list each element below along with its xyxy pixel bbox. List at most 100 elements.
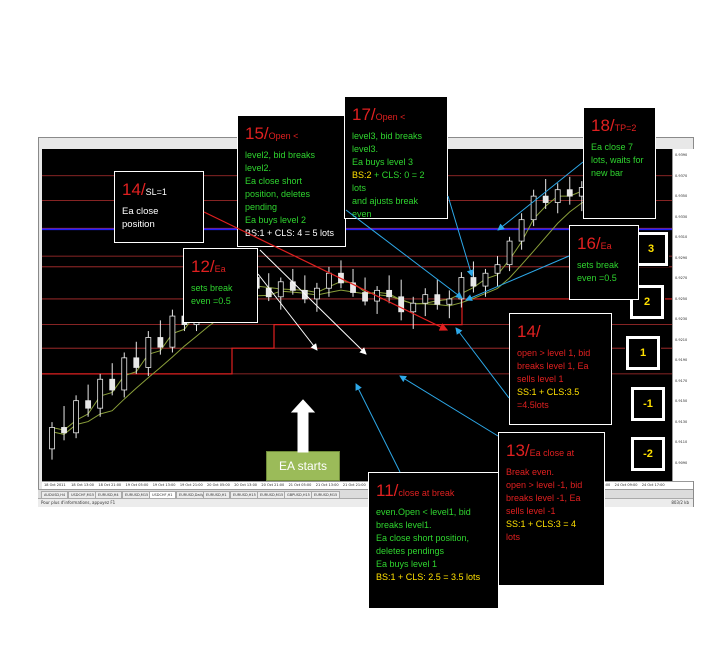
- candle-body: [519, 220, 524, 241]
- candle-body: [447, 299, 452, 304]
- note-line: Ea buys level 1: [376, 558, 491, 571]
- level-box-3: 3: [634, 232, 668, 266]
- price-tick: 0.9330: [675, 215, 687, 219]
- candle-body: [50, 427, 55, 448]
- price-tick: 0.9370: [675, 174, 687, 178]
- time-tick: 24 Oct 09:00: [615, 483, 638, 487]
- status-text: Pour plus d'informations, appuyez F1: [41, 500, 115, 505]
- candle-body: [62, 427, 67, 432]
- candle-body: [278, 282, 283, 297]
- price-tick: 0.9130: [675, 420, 687, 424]
- candle-body: [483, 273, 488, 286]
- time-tick: 18 Oct 21:00: [98, 483, 121, 487]
- note-heading: SL=1: [146, 187, 167, 197]
- note-line: even =0.5: [577, 272, 631, 285]
- price-tick: 0.9250: [675, 297, 687, 301]
- price-tick: 0.9390: [675, 153, 687, 157]
- note-line: Break even.: [506, 466, 597, 479]
- note-12: 12/Ea sets break even =0.5: [183, 248, 258, 323]
- note-line: Ea buys level 2: [245, 214, 338, 227]
- note-number: 17/: [352, 105, 376, 124]
- candle-body: [435, 295, 440, 305]
- note-line: level2, bid breaks level2.: [245, 149, 338, 175]
- price-tick: 0.9270: [675, 276, 687, 280]
- candle-body: [74, 401, 79, 433]
- candle-body: [326, 273, 331, 288]
- note-number: 13/: [506, 441, 530, 460]
- price-tick: 0.9190: [675, 358, 687, 362]
- price-tick: 0.9350: [675, 194, 687, 198]
- candle-body: [543, 196, 548, 202]
- note-line: and ajusts break even: [352, 195, 440, 221]
- note-line: Ea close short position, deletes pending…: [376, 532, 491, 558]
- note-13: 13/Ea close at Break even. open > level …: [498, 432, 605, 586]
- price-tick: 0.9090: [675, 461, 687, 465]
- price-tick: 0.9230: [675, 317, 687, 321]
- price-tick: 0.9110: [675, 440, 687, 444]
- candle-body: [146, 337, 151, 367]
- candle-body: [122, 358, 127, 390]
- candle-body: [459, 278, 464, 299]
- note-line: BS:1 + CLS: 2.5 = 3.5 lots: [376, 571, 491, 584]
- note-line: even =0.5: [191, 295, 250, 308]
- note-heading: Open <: [376, 112, 406, 122]
- level-box-minus-1: -1: [631, 387, 665, 421]
- candle-body: [399, 297, 404, 312]
- note-number: 12/: [191, 257, 215, 276]
- candle-body: [375, 290, 380, 301]
- price-tick: 0.9170: [675, 379, 687, 383]
- price-tick: 0.9290: [675, 256, 687, 260]
- time-tick: 19 Oct 13:00: [153, 483, 176, 487]
- price-tick: 0.9210: [675, 338, 687, 342]
- note-11: 11/close at break even.Open < level1, bi…: [368, 472, 499, 609]
- note-heading: close at break: [398, 488, 454, 498]
- note-line: SS:1 + CLS:3 = 4: [506, 518, 597, 531]
- note-line: Ea close short position, deletes pending: [245, 175, 338, 214]
- candle-body: [314, 288, 319, 299]
- note-heading: TP=2: [615, 123, 637, 133]
- note-number: 14/: [122, 180, 146, 199]
- note-line: open > level 1, bid breaks level 1, Ea s…: [517, 347, 604, 386]
- time-tick: 18 Oct 13:00: [71, 483, 94, 487]
- candle-body: [495, 265, 500, 274]
- note-bs-label: BS:2: [352, 170, 372, 180]
- note-18: 18/TP=2 Ea close 7 lots, waits for new b…: [583, 107, 656, 219]
- note-number: 14/: [517, 322, 541, 341]
- note-line: lots: [506, 531, 597, 544]
- note-number: 11/: [376, 481, 398, 500]
- candle-body: [98, 379, 103, 408]
- candle-body: [302, 290, 307, 299]
- note-15: 15/Open < level2, bid breaks level2. Ea …: [237, 115, 346, 247]
- time-tick: 20 Oct 21:00: [261, 483, 284, 487]
- candle-body: [531, 196, 536, 220]
- note-line: even.Open < level1, bid breaks level1.: [376, 506, 491, 532]
- time-tick: 21 Oct 13:00: [316, 483, 339, 487]
- note-number: 16/: [577, 234, 601, 253]
- price-tick: 0.9150: [675, 399, 687, 403]
- level-box-1: 1: [626, 336, 660, 370]
- note-line: level3, bid breaks level3.: [352, 130, 440, 156]
- note-line: Ea close 7 lots, waits for new bar: [591, 141, 648, 180]
- note-line: position: [122, 218, 196, 232]
- note-line: sets break: [191, 282, 250, 295]
- note-number: 15/: [245, 124, 269, 143]
- note-line: Ea close: [122, 205, 196, 219]
- candle-body: [170, 316, 175, 347]
- candle-body: [134, 358, 139, 368]
- candle-body: [507, 241, 512, 265]
- level-box-minus-2: -2: [631, 437, 665, 471]
- time-tick: 18 Oct 2011: [44, 483, 66, 487]
- note-heading: Ea: [215, 264, 226, 274]
- candle-body: [351, 283, 356, 293]
- candle-body: [555, 190, 560, 203]
- note-heading: Ea: [601, 241, 612, 251]
- candle-body: [567, 190, 572, 196]
- candle-body: [290, 282, 295, 291]
- time-tick: 19 Oct 21:00: [180, 483, 203, 487]
- candle-body: [86, 401, 91, 408]
- time-tick: 21 Oct 05:00: [289, 483, 312, 487]
- note-14-sl: 14/SL=1 Ea close position: [114, 171, 204, 243]
- candle-body: [471, 278, 476, 287]
- note-line: sets break: [577, 259, 631, 272]
- time-tick: 24 Oct 17:00: [642, 483, 665, 487]
